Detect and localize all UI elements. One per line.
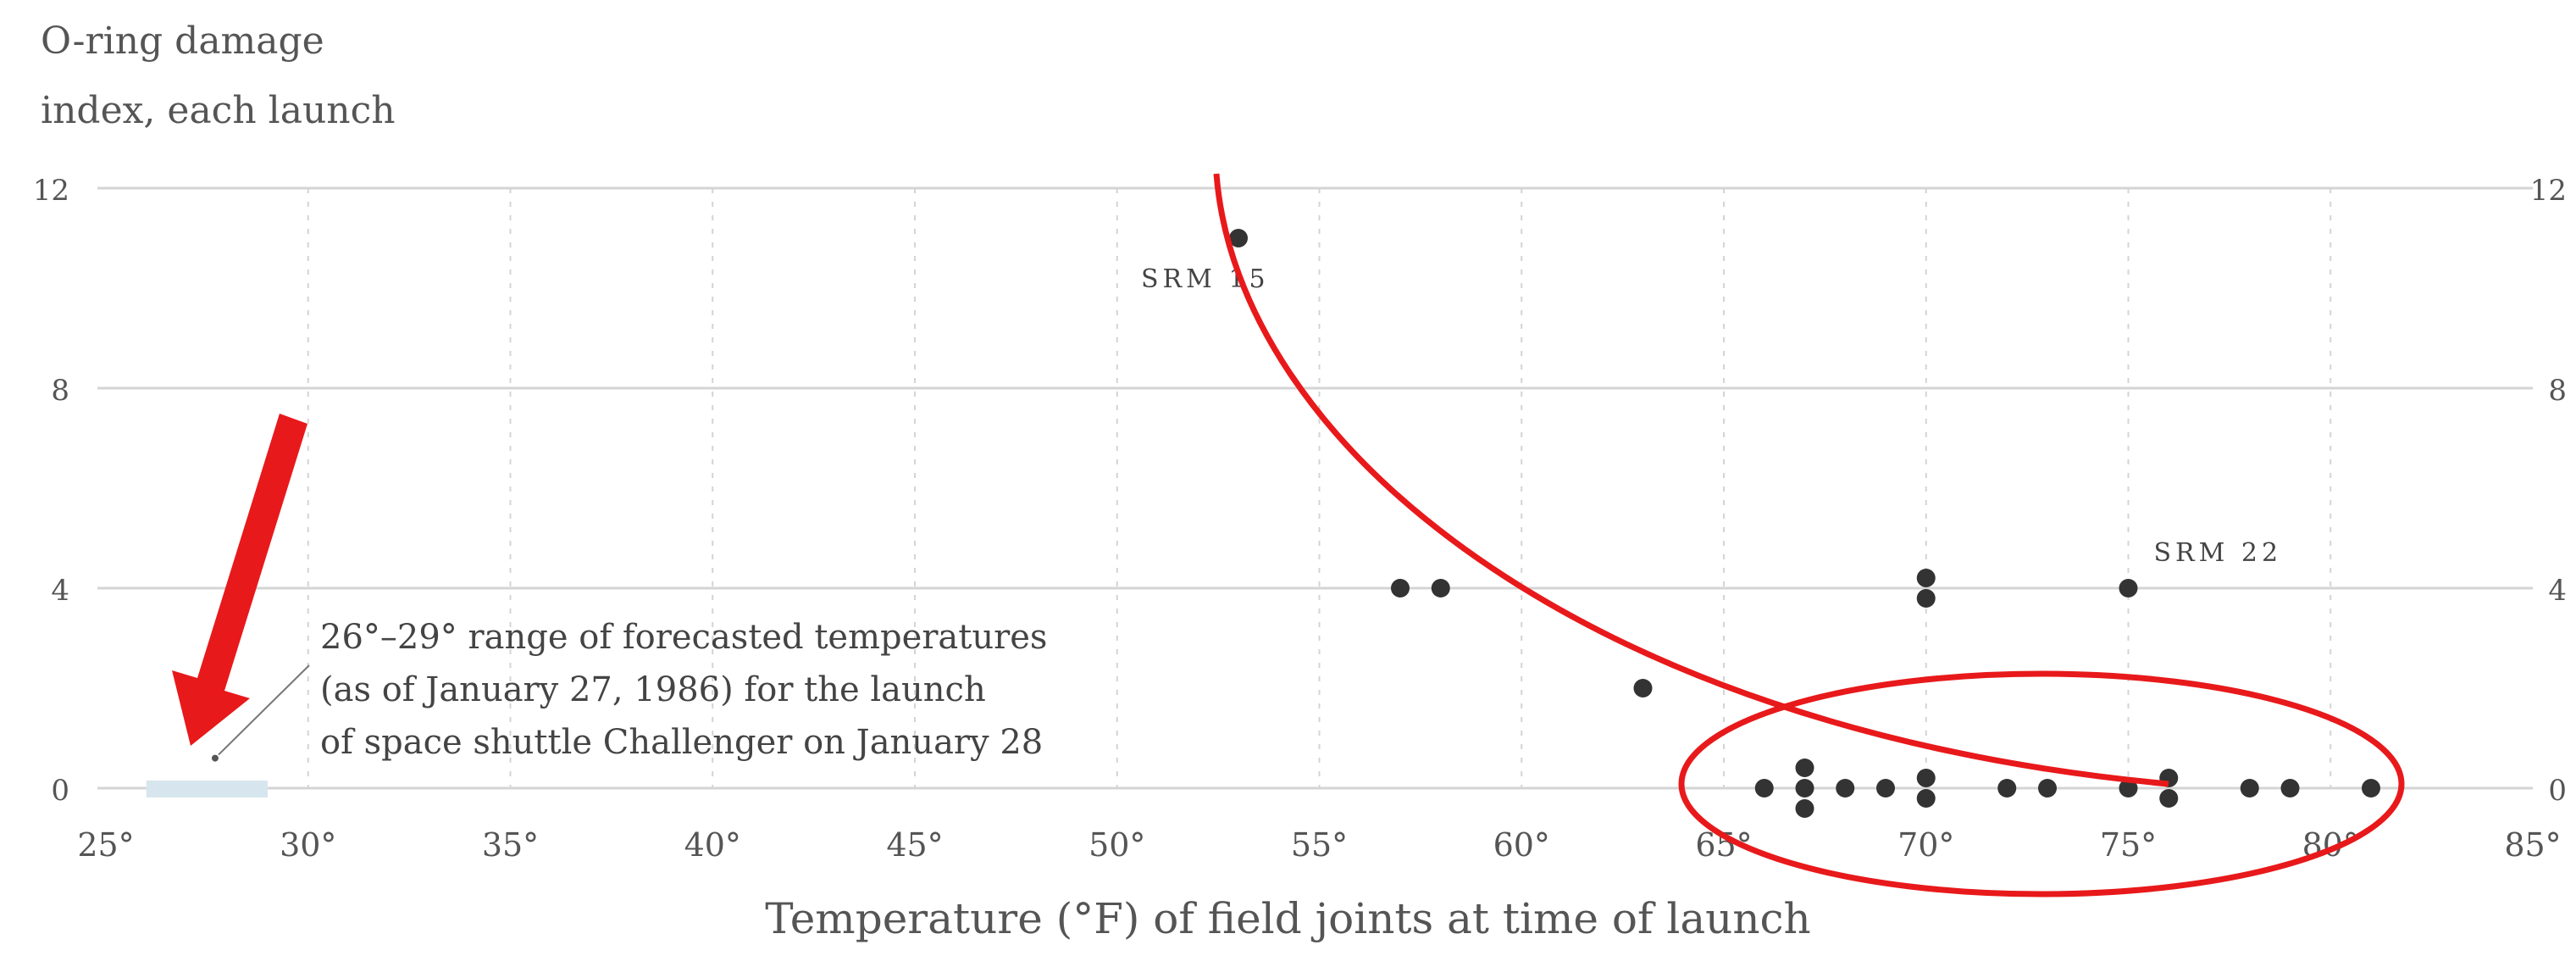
y-tick-label-right-8: 8 — [2548, 374, 2567, 408]
y-axis-title: O-ring damage index, each launch — [41, 7, 396, 146]
data-point — [1916, 569, 1936, 587]
data-point — [1795, 759, 1814, 777]
forecast-marker-dot — [211, 754, 219, 762]
data-point — [1754, 779, 1774, 797]
y-tick-label-right-0: 0 — [2548, 774, 2567, 808]
y-axis-title-line-1: O-ring damage — [41, 19, 324, 63]
data-point — [1795, 779, 1814, 797]
red-markup — [172, 173, 2405, 898]
red-decay-curve — [1213, 173, 2169, 787]
data-point — [1795, 799, 1814, 818]
x-tick-label-70: 70° — [1897, 826, 1954, 864]
point-labels: SRM 15 SRM 22 — [1141, 264, 2283, 568]
forecast-leader-line — [218, 664, 310, 756]
y-tick-label-left-8: 8 — [51, 374, 69, 408]
forecast-annotation-line-2: (as of January 27, 1986) for the launch — [320, 670, 986, 709]
data-point — [1876, 779, 1895, 797]
forecast-range-band — [146, 781, 268, 797]
data-point — [2240, 779, 2259, 797]
y-tick-label-left-0: 0 — [51, 774, 69, 808]
forecast-range-band-group — [146, 781, 268, 797]
x-tick-label-55: 55° — [1291, 826, 1348, 864]
data-point — [1916, 789, 1936, 808]
data-point — [2119, 779, 2138, 797]
data-point — [2159, 789, 2179, 808]
data-point — [1431, 579, 1450, 597]
data-point — [1997, 779, 2017, 797]
x-tick-label-85: 85° — [2504, 826, 2561, 864]
forecast-annotation-line-3: of space shuttle Challenger on January 2… — [320, 723, 1043, 762]
data-point — [2280, 779, 2300, 797]
forecast-annotation: 26°–29° range of forecasted temperatures… — [211, 618, 1047, 762]
y-axis-title-line-2: index, each launch — [41, 89, 396, 132]
data-point — [1916, 769, 1936, 787]
data-point — [2038, 779, 2057, 797]
data-point — [1836, 779, 1855, 797]
x-tick-label-50: 50° — [1089, 826, 1145, 864]
data-point — [1229, 229, 1248, 247]
x-tick-label-45: 45° — [886, 826, 943, 864]
grid-lines — [97, 186, 2533, 790]
point-label-srm-15: SRM 15 — [1141, 264, 1270, 294]
x-tick-label-30: 30° — [280, 826, 336, 864]
data-point — [1633, 679, 1653, 697]
x-axis-title: Temperature (°F) of field joints at time… — [765, 894, 1811, 943]
x-tick-label-25: 25° — [77, 826, 134, 864]
data-points — [1229, 229, 2380, 818]
red-cluster-ellipse — [1678, 670, 2405, 898]
red-arrow — [172, 414, 307, 746]
x-tick-label-60: 60° — [1493, 826, 1550, 864]
data-point — [2119, 579, 2138, 597]
y-tick-label-left-12: 12 — [33, 174, 69, 208]
data-point — [1391, 579, 1410, 597]
data-point — [2362, 779, 2380, 797]
y-tick-label-right-4: 4 — [2548, 574, 2567, 608]
forecast-annotation-line-1: 26°–29° range of forecasted temperatures — [320, 618, 1047, 657]
y-tick-label-right-12: 12 — [2530, 174, 2567, 208]
x-tick-label-40: 40° — [684, 826, 741, 864]
y-tick-label-left-4: 4 — [51, 574, 69, 608]
point-label-srm-22: SRM 22 — [2154, 538, 2283, 568]
data-point — [1916, 589, 1936, 608]
x-tick-label-35: 35° — [482, 826, 539, 864]
x-tick-label-75: 75° — [2100, 826, 2157, 864]
